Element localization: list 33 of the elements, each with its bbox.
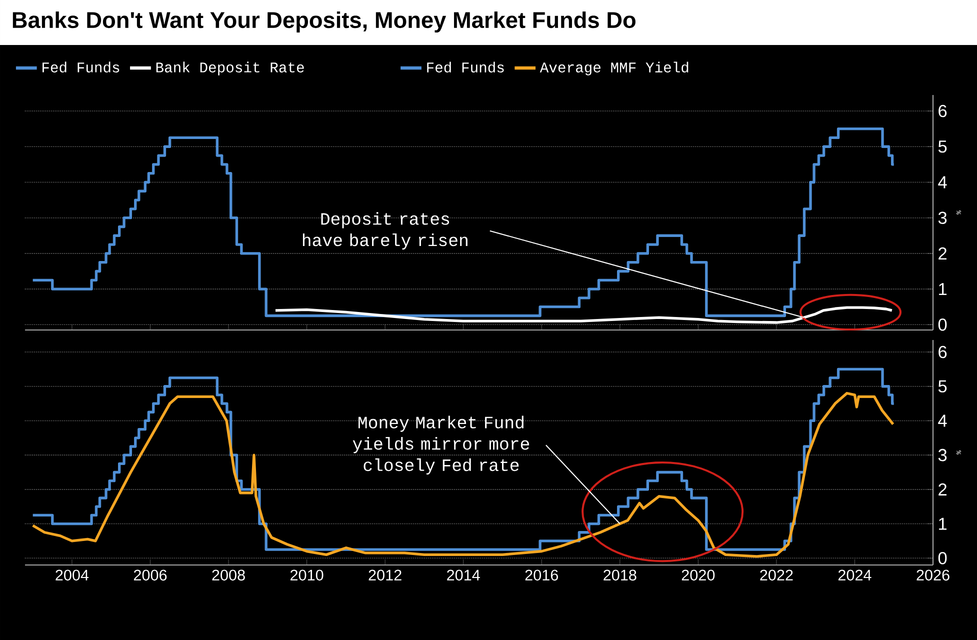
x-tick-label: 2016 <box>525 570 558 581</box>
annotation: Deposit rates have barely risen <box>302 212 468 250</box>
y-tick-label: 1 <box>939 518 947 530</box>
x-tick-label: 2026 <box>916 570 950 581</box>
y-tick-label: 6 <box>938 346 947 358</box>
y-tick-label: 0 <box>938 552 947 564</box>
y-tick-label: 0 <box>938 318 947 331</box>
annotation: Money Market Fund yields mirror more closely Fed rate <box>352 416 530 475</box>
y-tick-label: 4 <box>938 414 947 427</box>
x-tick-label: 2006 <box>134 570 167 581</box>
x-tick-label: 2012 <box>368 570 402 581</box>
legend-label: Fed Funds <box>42 62 120 72</box>
legend-label: Bank Deposit Rate <box>156 62 304 76</box>
x-tick-label: 2022 <box>760 570 793 581</box>
x-tick-label: 2004 <box>56 570 89 581</box>
y-tick-label: 2 <box>938 247 946 260</box>
chart-title: Banks Don't Want Your Deposits, Money Market Funds Do <box>12 11 636 33</box>
x-tick-label: 2010 <box>290 570 324 581</box>
legend-label: Fed Funds <box>427 62 504 73</box>
y-tick-label: 1 <box>939 283 947 296</box>
y-tick-label: 4 <box>938 176 947 188</box>
x-tick-label: 2014 <box>447 570 480 581</box>
legend-label: Average MMF Yield <box>540 62 688 76</box>
y-tick-label: 5 <box>938 140 947 153</box>
y-tick-label: 5 <box>938 380 947 392</box>
y-tick-label: 2 <box>938 483 946 496</box>
y-tick-label: 6 <box>938 104 947 118</box>
y-tick-label: 3 <box>938 212 947 224</box>
x-tick-label: 2024 <box>838 570 872 581</box>
x-tick-label: 2008 <box>212 570 245 581</box>
x-tick-label: 2020 <box>682 570 715 581</box>
y-tick-label: 3 <box>938 448 947 462</box>
x-tick-label: 2018 <box>604 570 636 581</box>
